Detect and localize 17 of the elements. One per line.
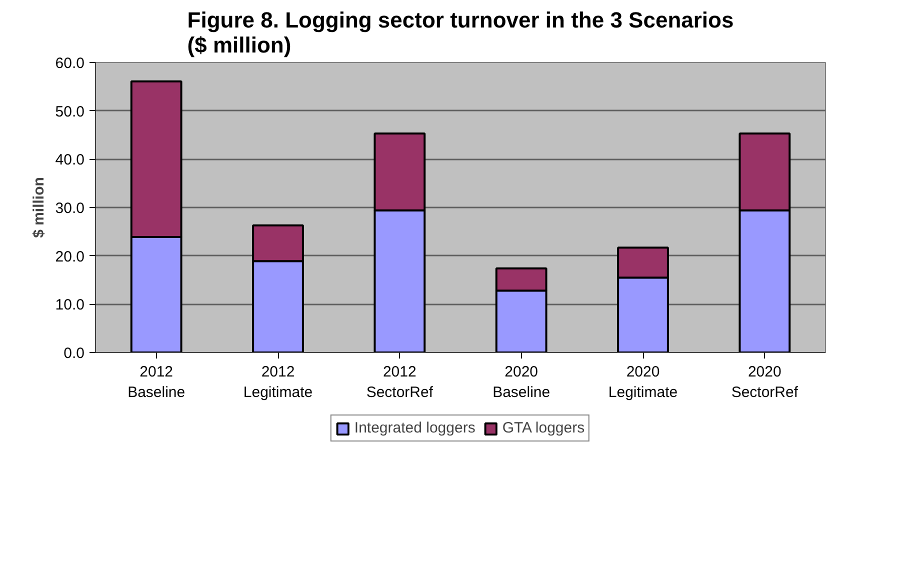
y-axis-title: $ million xyxy=(30,177,48,238)
x-tick-label: 2012 Legitimate xyxy=(243,364,313,401)
x-tick-label: 2020 Legitimate xyxy=(608,364,678,401)
y-tick-label: 10.0 xyxy=(55,296,85,314)
legend-label: GTA loggers xyxy=(502,420,585,436)
legend-label: Integrated loggers xyxy=(354,420,476,436)
y-tick-label: 20.0 xyxy=(55,248,85,266)
y-tick-label: 0.0 xyxy=(64,345,85,362)
y-tick-label: 30.0 xyxy=(55,200,85,217)
y-tick-label: 50.0 xyxy=(55,103,85,120)
y-tick-label: 40.0 xyxy=(55,152,85,169)
x-tick-label: 2012 SectorRef xyxy=(366,364,434,401)
y-tick-label: 60.0 xyxy=(55,55,85,72)
x-tick-label: 2020 SectorRef xyxy=(731,364,799,401)
chart-title: Figure 8. Logging sector turnover in the 3 Scenarios ($ million) xyxy=(187,8,734,58)
x-tick-label: 2012 Baseline xyxy=(128,364,186,401)
x-tick-label: 2020 Baseline xyxy=(492,364,550,401)
